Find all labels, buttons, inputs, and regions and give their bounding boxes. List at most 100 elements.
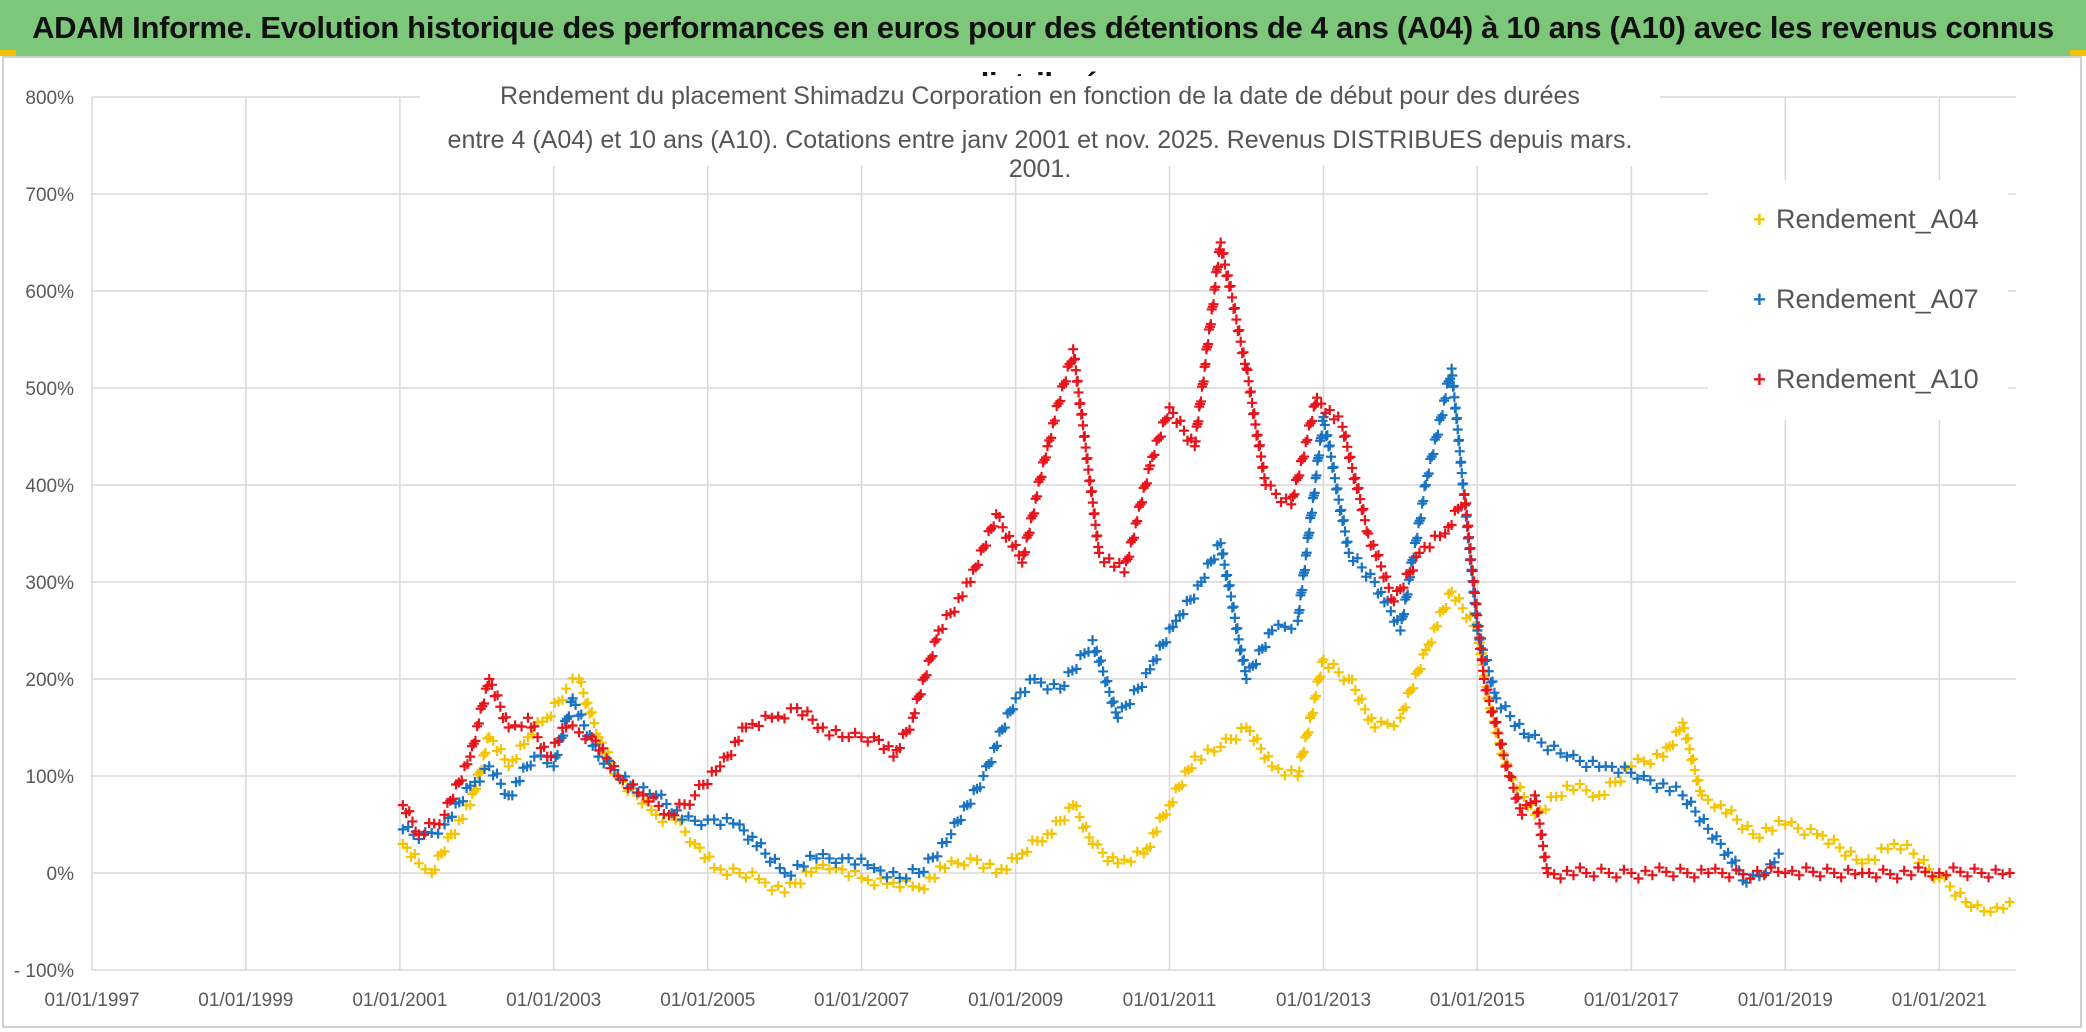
data-point (1368, 539, 1379, 550)
data-point (1107, 852, 1118, 863)
data-point (862, 874, 873, 885)
data-point (1046, 432, 1057, 443)
data-point (579, 720, 590, 731)
data-point (1752, 865, 1763, 876)
data-point (570, 699, 581, 710)
data-point (1502, 760, 1513, 771)
data-point (704, 851, 715, 862)
x-tick-labels: 01/01/1997 01/01/1999 01/01/2001 01/01/2003… (44, 990, 1986, 1011)
data-point (921, 670, 932, 681)
data-point (1696, 864, 1707, 875)
data-point (937, 623, 948, 634)
data-point (721, 869, 732, 880)
data-point (1294, 766, 1305, 777)
data-point (1767, 825, 1778, 836)
banner-title: ADAM Informe. Evolution historique des p… (32, 10, 2054, 101)
data-point (1632, 773, 1643, 784)
data-point (1454, 446, 1465, 457)
data-point (1742, 821, 1753, 832)
data-point (1420, 480, 1431, 490)
data-point (929, 636, 940, 647)
data-point (1477, 654, 1488, 665)
data-point (1036, 471, 1047, 482)
data-point (1469, 576, 1480, 587)
data-point (434, 819, 445, 830)
data-point (1424, 542, 1435, 553)
data-point (1603, 868, 1614, 878)
data-point (597, 743, 608, 754)
data-point (1359, 515, 1370, 526)
data-point (1218, 248, 1229, 259)
data-point (598, 758, 609, 769)
data-point (1667, 740, 1678, 751)
data-point (1412, 532, 1423, 543)
data-point (1084, 832, 1095, 843)
data-point (850, 727, 861, 738)
data-point (1920, 866, 1931, 877)
data-point (1218, 548, 1229, 559)
data-point (1760, 823, 1771, 834)
data-point (997, 522, 1008, 533)
data-point (1471, 608, 1482, 619)
data-point (1864, 868, 1875, 878)
data-point (495, 744, 506, 755)
data-point (1060, 376, 1071, 387)
data-point (1305, 418, 1316, 429)
data-point (1724, 872, 1735, 883)
data-point (409, 849, 420, 860)
data-point (1212, 540, 1223, 551)
data-point (1461, 509, 1472, 520)
data-point (1236, 644, 1247, 655)
data-point (1540, 804, 1551, 815)
data-point (1869, 854, 1880, 865)
data-point (1356, 562, 1367, 573)
data-point (1836, 872, 1847, 883)
data-point (1347, 462, 1358, 473)
data-point (397, 824, 408, 835)
data-point (1234, 325, 1245, 336)
data-point (404, 806, 415, 817)
data-point (1089, 508, 1100, 519)
data-point (612, 771, 623, 781)
data-point (1466, 554, 1477, 565)
data-point (1540, 851, 1551, 862)
data-point (715, 864, 726, 875)
data-point (1611, 872, 1622, 883)
data-point (1555, 873, 1566, 884)
data-point (1365, 568, 1376, 579)
data-point (1892, 873, 1903, 884)
data-point (694, 842, 705, 853)
data-point (1258, 461, 1269, 472)
data-point (1049, 415, 1060, 426)
data-point (1723, 847, 1734, 858)
data-point (1398, 582, 1409, 593)
data-point (760, 848, 771, 859)
data-point (875, 865, 886, 876)
data-point (978, 862, 989, 873)
data-point (1071, 801, 1082, 812)
data-point (927, 651, 938, 662)
data-point (937, 838, 948, 849)
data-point (1536, 737, 1547, 748)
data-point (856, 732, 867, 743)
data-point (1254, 440, 1265, 451)
data-point (824, 853, 835, 864)
data-point (1463, 520, 1474, 531)
data-point (904, 724, 915, 735)
data-point (927, 852, 938, 863)
data-point (1690, 806, 1701, 817)
data-point (1112, 858, 1123, 869)
data-point (1127, 535, 1138, 546)
data-point (1972, 900, 1983, 911)
data-point (1587, 755, 1598, 766)
data-point (817, 849, 828, 860)
data-point (1215, 741, 1226, 752)
data-point (1966, 901, 1977, 912)
data-point (1709, 802, 1720, 813)
data-point (1108, 696, 1119, 707)
data-point (1286, 499, 1297, 510)
data-point (1281, 493, 1292, 504)
data-point (1533, 807, 1544, 818)
data-point (1658, 751, 1669, 762)
data-point (849, 859, 860, 870)
